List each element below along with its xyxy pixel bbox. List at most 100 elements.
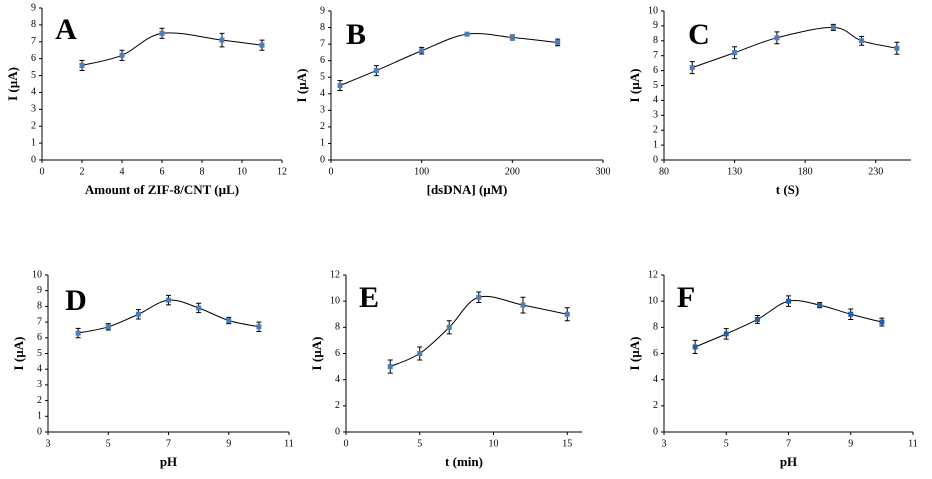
x-tick-label: 7 bbox=[166, 438, 171, 449]
marker bbox=[196, 305, 202, 311]
marker bbox=[259, 42, 265, 48]
x-tick-label: 200 bbox=[505, 166, 520, 177]
y-tick-label: 5 bbox=[37, 348, 42, 359]
y-tick-label: 2 bbox=[653, 400, 658, 411]
panel-letter: F bbox=[677, 281, 695, 314]
marker bbox=[446, 324, 452, 330]
y-tick-label: 4 bbox=[37, 363, 42, 374]
x-tick-label: 11 bbox=[284, 438, 294, 449]
marker bbox=[166, 297, 171, 303]
y-tick-label: 7 bbox=[320, 38, 325, 49]
x-tick-label: 9 bbox=[848, 438, 853, 449]
y-tick-label: 6 bbox=[653, 65, 658, 76]
marker bbox=[373, 68, 379, 74]
y-tick-label: 10 bbox=[330, 295, 340, 306]
marker bbox=[848, 311, 854, 317]
y-tick-label: 9 bbox=[653, 20, 658, 31]
marker bbox=[774, 35, 780, 41]
x-tick-label: 8 bbox=[200, 166, 205, 177]
y-axis-label: I (µA) bbox=[5, 67, 20, 101]
panel-letter: D bbox=[65, 284, 87, 317]
y-tick-label: 4 bbox=[31, 87, 36, 98]
curve bbox=[81, 32, 263, 66]
marker bbox=[732, 50, 738, 56]
panel: 0 2 4 6 8 10 12 0 5 10 15 t (min) I (µA) E bbox=[309, 269, 582, 469]
x-tick-label: 0 bbox=[344, 438, 349, 449]
y-tick-label: 2 bbox=[320, 121, 325, 132]
marker bbox=[476, 294, 482, 300]
y-tick-label: 7 bbox=[37, 316, 42, 327]
x-tick-label: 230 bbox=[868, 166, 883, 177]
marker bbox=[894, 45, 900, 51]
panel: 0 2 4 6 8 10 12 3 5 7 9 11 pH I (µA) F bbox=[627, 269, 918, 469]
y-tick-label: 6 bbox=[320, 55, 325, 66]
panel: 0 1 2 3 4 5 6 7 8 9 0 100 200 300 [dsDNA] (µM) I (µA) B bbox=[294, 5, 611, 197]
curve bbox=[692, 26, 897, 69]
y-tick-label: 1 bbox=[37, 411, 42, 422]
y-tick-label: 6 bbox=[31, 53, 36, 64]
panel: 0 1 2 3 4 5 6 7 8 9 10 3 5 7 9 11 pH I (µA) D bbox=[11, 269, 294, 469]
y-tick-label: 2 bbox=[335, 400, 340, 411]
y-axis-label: I (µA) bbox=[294, 69, 309, 103]
x-tick-label: 7 bbox=[786, 438, 791, 449]
panel-letter: A bbox=[55, 13, 77, 46]
y-tick-label: 6 bbox=[653, 348, 658, 359]
y-tick-label: 8 bbox=[335, 322, 340, 333]
y-tick-label: 9 bbox=[37, 285, 42, 296]
marker bbox=[337, 83, 343, 88]
y-tick-label: 7 bbox=[31, 36, 36, 47]
y-tick-label: 4 bbox=[320, 88, 325, 99]
x-tick-label: 6 bbox=[160, 166, 165, 177]
marker bbox=[387, 364, 393, 370]
marker bbox=[159, 30, 165, 36]
x-tick-label: 3 bbox=[662, 438, 667, 449]
marker bbox=[859, 38, 865, 44]
marker bbox=[417, 351, 423, 356]
marker bbox=[135, 311, 141, 317]
y-axis-label: I (µA) bbox=[309, 337, 324, 371]
x-tick-label: 5 bbox=[724, 438, 729, 449]
y-axis-label: I (µA) bbox=[627, 337, 642, 371]
panel-letter: E bbox=[359, 281, 379, 314]
marker bbox=[119, 52, 125, 58]
y-tick-label: 0 bbox=[31, 154, 36, 165]
x-tick-label: 15 bbox=[562, 438, 572, 449]
x-tick-label: 5 bbox=[106, 438, 111, 449]
y-tick-label: 0 bbox=[335, 426, 340, 437]
y-tick-label: 5 bbox=[653, 80, 658, 91]
x-axis-label: [dsDNA] (µM) bbox=[427, 182, 508, 197]
y-tick-label: 12 bbox=[648, 269, 658, 280]
y-tick-label: 10 bbox=[648, 5, 658, 16]
marker bbox=[754, 316, 760, 322]
y-tick-label: 6 bbox=[37, 332, 42, 343]
x-tick-label: 0 bbox=[329, 166, 334, 177]
x-axis-label: pH bbox=[160, 454, 177, 469]
y-tick-label: 10 bbox=[32, 269, 42, 280]
y-tick-label: 0 bbox=[37, 426, 42, 437]
y-tick-label: 2 bbox=[31, 121, 36, 132]
y-tick-label: 4 bbox=[335, 374, 340, 385]
x-tick-label: 300 bbox=[596, 166, 611, 177]
marker bbox=[464, 31, 470, 37]
y-tick-label: 12 bbox=[330, 269, 340, 280]
y-tick-label: 10 bbox=[648, 295, 658, 306]
curve bbox=[390, 295, 568, 368]
y-tick-label: 0 bbox=[653, 154, 658, 165]
x-tick-label: 0 bbox=[40, 166, 45, 177]
y-tick-label: 8 bbox=[653, 322, 658, 333]
y-tick-label: 4 bbox=[653, 95, 658, 106]
x-tick-label: 9 bbox=[226, 438, 231, 449]
y-tick-label: 0 bbox=[653, 426, 658, 437]
marker bbox=[79, 62, 85, 68]
x-axis-label: t (min) bbox=[445, 454, 483, 469]
marker bbox=[520, 302, 526, 308]
panel: 0 1 2 3 4 5 6 7 8 9 10 80 130 180 230 t (S) I (µA) C bbox=[627, 5, 911, 197]
y-tick-label: 0 bbox=[320, 154, 325, 165]
marker bbox=[75, 330, 81, 336]
x-tick-label: 5 bbox=[417, 438, 422, 449]
y-axis-label: I (µA) bbox=[11, 337, 26, 371]
y-tick-label: 2 bbox=[37, 395, 42, 406]
y-tick-label: 8 bbox=[320, 22, 325, 33]
y-tick-label: 6 bbox=[335, 348, 340, 359]
